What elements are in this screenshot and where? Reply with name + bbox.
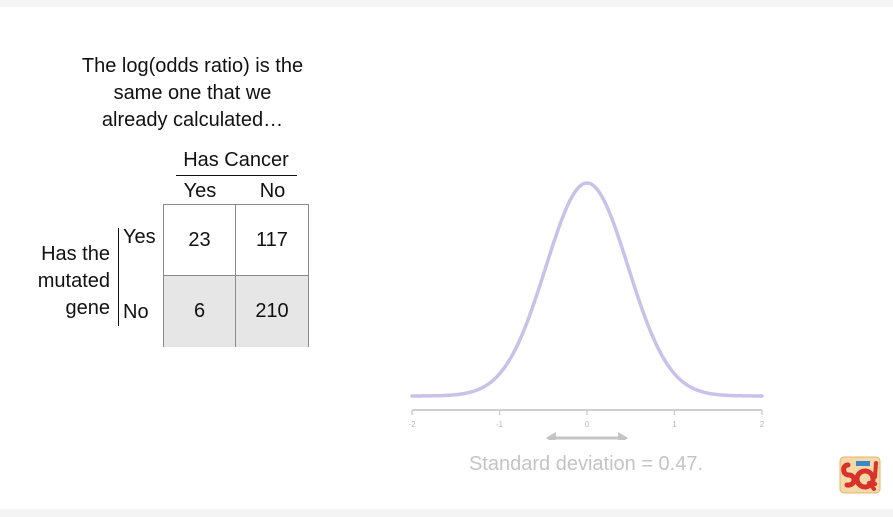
caption: The log(odds ratio) is the same one that… <box>60 53 325 134</box>
statquest-logo-icon <box>839 456 881 494</box>
standard-deviation-arrow <box>545 432 629 440</box>
axis-tick-label: -2 <box>408 420 416 429</box>
caption-line-3: already calculated… <box>101 109 284 131</box>
table-cell-no-no: 210 <box>236 276 308 347</box>
slide-canvas: The log(odds ratio) is the same one that… <box>0 7 893 509</box>
axis-tick-label: 2 <box>760 420 765 429</box>
row-group-label-line-2: mutated <box>37 270 110 292</box>
row-group-label: Has the mutated gene <box>18 241 110 322</box>
normal-curve <box>410 181 764 398</box>
table-cell-yes-no: 117 <box>236 205 308 276</box>
row-label-no: No <box>123 301 149 323</box>
axis-ticks: -2 -1 0 1 2 <box>408 410 765 429</box>
table-cell-yes-yes: 23 <box>164 205 236 276</box>
normal-distribution-plot: -2 -1 0 1 2 <box>408 181 765 440</box>
row-group-label-line-1: Has the <box>41 243 110 265</box>
table-cell-no-yes: 6 <box>164 276 236 347</box>
caption-line-2: same one that we <box>113 82 272 104</box>
contingency-table: 23 117 6 210 <box>163 204 309 347</box>
sd-arrow-head <box>618 432 629 440</box>
column-group-divider <box>176 175 297 176</box>
axis-tick-label: -1 <box>496 420 504 429</box>
caption-line-1: The log(odds ratio) is the <box>81 55 304 77</box>
column-label-yes: Yes <box>183 180 217 202</box>
row-group-divider <box>118 228 119 326</box>
row-label-yes: Yes <box>123 226 156 248</box>
row-group-label-line-3: gene <box>65 297 111 319</box>
axis-tick-label: 1 <box>672 420 677 429</box>
column-group-label: Has Cancer <box>183 149 289 171</box>
axis-tick-label: 0 <box>585 420 590 429</box>
sd-arrow-head <box>545 432 556 440</box>
standard-deviation-label: Standard deviation = 0.47. <box>468 453 704 475</box>
column-label-no: No <box>259 180 286 202</box>
